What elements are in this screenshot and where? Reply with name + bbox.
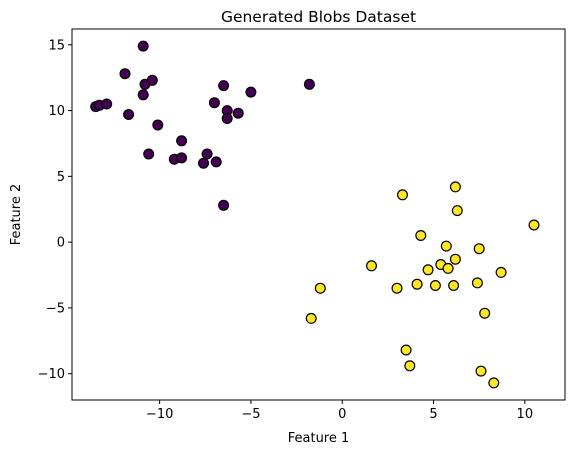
data-point — [176, 152, 188, 164]
data-point — [152, 119, 164, 131]
y-tick-label: 5 — [57, 170, 65, 185]
x-axis-label: Feature 1 — [288, 431, 350, 446]
data-point — [221, 112, 233, 124]
x-tick-label: 0 — [338, 407, 346, 422]
data-point — [448, 280, 460, 292]
data-point — [218, 199, 230, 211]
data-point — [449, 253, 461, 265]
data-point — [471, 277, 483, 289]
data-point — [314, 282, 326, 294]
data-point — [397, 189, 409, 201]
data-point — [137, 40, 149, 52]
data-point — [198, 157, 210, 169]
plot-frame — [71, 28, 566, 401]
data-point — [245, 86, 257, 98]
y-tick-label: −5 — [46, 301, 65, 316]
data-point — [479, 307, 491, 319]
data-point — [475, 365, 487, 377]
data-point — [366, 260, 378, 272]
chart-title: Generated Blobs Dataset — [221, 8, 416, 26]
data-point — [473, 243, 485, 255]
data-point — [303, 78, 315, 90]
data-point — [146, 74, 158, 86]
y-tick-label: 15 — [48, 38, 65, 53]
data-point — [495, 266, 507, 278]
data-point — [404, 360, 416, 372]
data-point — [528, 219, 540, 231]
data-point — [218, 80, 230, 92]
points-layer — [90, 40, 540, 389]
data-point — [143, 148, 155, 160]
data-point — [119, 68, 131, 80]
data-point — [210, 156, 222, 168]
data-point — [411, 278, 423, 290]
y-tick-label: 10 — [48, 104, 65, 119]
ticks-layer: −10 −5 0 5 10 −10 −5 0 5 10 15 — [38, 38, 534, 422]
data-point — [440, 240, 452, 252]
data-point — [391, 282, 403, 294]
data-point — [449, 181, 461, 193]
data-point — [442, 262, 454, 274]
y-tick-label: −10 — [38, 367, 65, 382]
data-point — [137, 89, 149, 101]
data-point — [305, 312, 317, 324]
y-tick-label: 0 — [57, 236, 65, 251]
data-point — [123, 108, 135, 120]
data-point — [201, 148, 213, 160]
x-tick-label: 5 — [429, 407, 437, 422]
data-point — [232, 107, 244, 119]
data-point — [488, 377, 500, 389]
data-point — [101, 98, 113, 110]
data-point — [451, 205, 463, 217]
x-tick-label: −5 — [241, 407, 260, 422]
y-axis-label: Feature 2 — [9, 184, 24, 246]
data-point — [415, 230, 427, 242]
data-point — [208, 97, 220, 109]
data-point — [422, 264, 434, 276]
data-point — [176, 135, 188, 147]
x-tick-label: −10 — [146, 407, 173, 422]
data-point — [400, 344, 412, 356]
data-point — [429, 280, 441, 292]
x-tick-label: 10 — [517, 407, 534, 422]
